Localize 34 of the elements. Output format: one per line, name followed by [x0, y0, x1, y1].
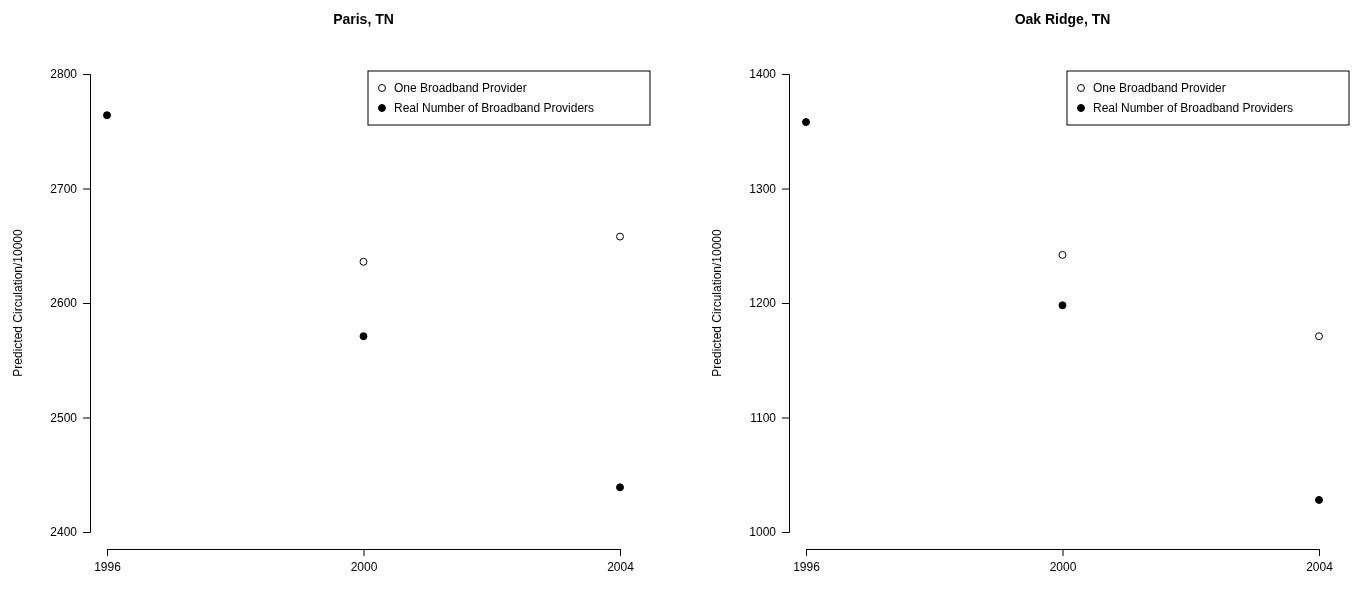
legend-label: Real Number of Broadband Providers — [394, 101, 595, 115]
y-tick-label: 1200 — [749, 296, 777, 311]
point — [359, 332, 368, 341]
x-tick-label: 2004 — [1306, 559, 1334, 574]
y-tick-label: 1400 — [749, 67, 777, 82]
x-tick-label: 2000 — [350, 559, 378, 574]
y-axis-title: Predicted Circulation/10000 — [11, 228, 25, 377]
y-tick-label: 2600 — [50, 296, 78, 311]
point — [359, 257, 368, 266]
chart-title: Oak Ridge, TN — [1014, 11, 1111, 27]
point — [1315, 332, 1323, 341]
point — [802, 118, 810, 127]
point — [103, 111, 111, 120]
point — [616, 232, 624, 241]
y-tick-label: 2800 — [50, 67, 78, 82]
y-tick-label: 1100 — [750, 410, 777, 425]
y-axis-title: Predicted Circulation/10000 — [710, 228, 724, 377]
point — [616, 483, 624, 492]
legend-label: One Broadband Provider — [1093, 81, 1226, 95]
point — [1058, 301, 1067, 310]
legend-label: One Broadband Provider — [394, 81, 527, 95]
x-tick-label: 1996 — [94, 559, 122, 574]
legend-label: Real Number of Broadband Providers — [1093, 101, 1294, 115]
x-tick-label: 2000 — [1049, 559, 1077, 574]
x-tick-label: 1996 — [793, 559, 821, 574]
y-tick-label: 1000 — [749, 525, 777, 540]
y-tick-label: 2500 — [50, 410, 78, 425]
chart-title: Paris, TN — [333, 11, 394, 27]
y-tick-label: 2400 — [50, 525, 78, 540]
y-tick-label: 2700 — [50, 181, 78, 196]
x-tick-label: 2004 — [607, 559, 635, 574]
y-tick-label: 1300 — [749, 181, 777, 196]
point — [1058, 250, 1067, 259]
point — [1315, 495, 1323, 504]
